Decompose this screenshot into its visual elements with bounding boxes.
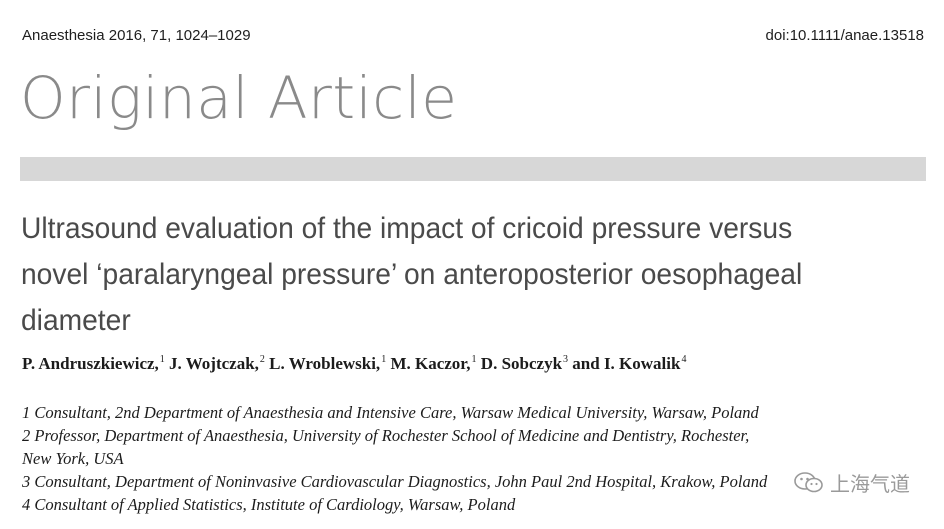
title-line: diameter	[21, 304, 131, 337]
running-header: Anaesthesia 2016, 71, 1024–1029 doi:10.1…	[22, 27, 924, 44]
affiliation: 3 Consultant, Department of Noninvasive …	[22, 472, 768, 491]
watermark-text: 上海气道	[830, 472, 910, 496]
title-line: Ultrasound evaluation of the impact of c…	[21, 212, 793, 245]
doi-text: doi:10.1111/anae.13518	[765, 27, 924, 44]
wechat-icon	[794, 471, 823, 492]
affiliation: 1 Consultant, 2nd Department of Anaesthe…	[22, 403, 759, 422]
author: D. Sobczyk3	[480, 354, 569, 373]
author: J. Wojtczak,2	[169, 354, 265, 373]
affiliation: 4 Consultant of Applied Statistics, Inst…	[22, 495, 516, 514]
author-list: P. Andruszkiewicz,1 J. Wojtczak,2 L. Wro…	[22, 354, 922, 374]
section-label: Original Article	[20, 64, 458, 132]
author: and I. Kowalik4	[572, 354, 687, 373]
watermark: 上海气道	[790, 466, 914, 499]
article-title: Ultrasound evaluation of the impact of c…	[21, 206, 858, 344]
author: L. Wroblewski,1	[269, 354, 387, 373]
journal-citation: Anaesthesia 2016, 71, 1024–1029	[22, 27, 251, 44]
title-line: novel ‘paralaryngeal pressure’ on antero…	[21, 258, 803, 291]
affiliation-list: 1 Consultant, 2nd Department of Anaesthe…	[22, 401, 922, 516]
author: P. Andruszkiewicz,1	[22, 354, 165, 373]
affiliation: 2 Professor, Department of Anaesthesia, …	[22, 426, 750, 445]
affiliation: New York, USA	[22, 449, 124, 468]
author: M. Kaczor,1	[390, 354, 477, 373]
header-rule-bar	[20, 157, 926, 181]
